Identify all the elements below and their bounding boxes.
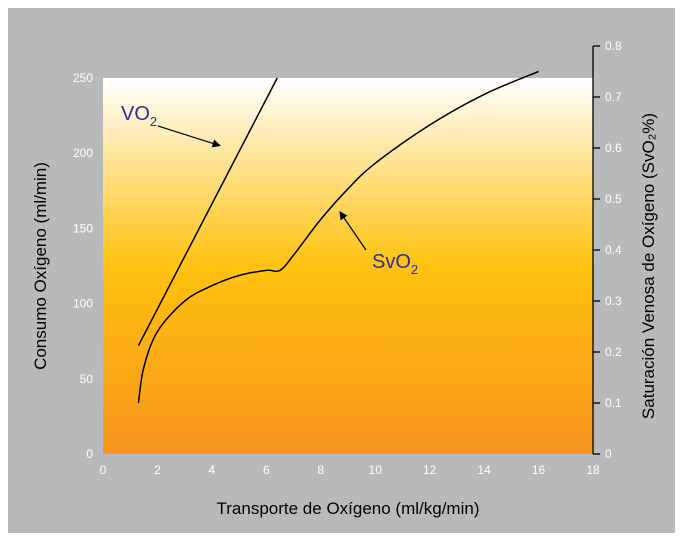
y-left-axis-ticks: 0 50 100 150 200 250 — [73, 71, 93, 461]
x-tick-label: 16 — [532, 463, 546, 477]
y-left-axis-label: Consumo Oxígeno (ml/min) — [31, 162, 50, 370]
y-right-axis-label: Saturación Venosa de Oxígeno (SvO₂%) — [639, 113, 658, 419]
series-line-vo2 — [137, 77, 278, 347]
y-left-tick-label: 50 — [80, 372, 94, 386]
y-right-tick-label: 0.6 — [605, 141, 622, 155]
y-left-tick-label: 100 — [73, 297, 93, 311]
y-right-tick-label: 0.3 — [605, 294, 622, 308]
y-left-tick-label: 200 — [73, 146, 93, 160]
annotation-arrow-vo2 — [157, 125, 221, 148]
y-right-tick-label: 0.4 — [605, 243, 622, 257]
annotation-arrow-svo2 — [339, 211, 367, 251]
y-right-tick-label: 0.7 — [605, 90, 622, 104]
y-right-tick-label: 0.8 — [605, 39, 622, 53]
x-axis-label: Transporte de Oxígeno (ml/kg/min) — [217, 499, 480, 518]
y-left-tick-label: 0 — [86, 447, 93, 461]
x-tick-label: 12 — [423, 463, 437, 477]
x-tick-label: 8 — [317, 463, 324, 477]
y-right-axis: 0 0.1 0.2 0.3 0.4 0.5 0.6 0.7 0.8 — [592, 39, 622, 461]
y-left-tick-label: 250 — [73, 71, 93, 85]
x-tick-label: 4 — [209, 463, 216, 477]
x-tick-label: 14 — [477, 463, 491, 477]
series-line-svo2 — [137, 70, 539, 404]
y-right-tick-label: 0.2 — [605, 345, 622, 359]
y-left-tick-label: 150 — [73, 221, 93, 235]
x-tick-label: 2 — [154, 463, 161, 477]
x-tick-label: 18 — [586, 463, 600, 477]
plot-area — [103, 78, 593, 454]
y-right-tick-label: 0 — [605, 447, 612, 461]
series-layer — [137, 70, 539, 404]
x-tick-label: 6 — [263, 463, 270, 477]
x-tick-label: 10 — [369, 463, 383, 477]
y-right-tick-label: 0.1 — [605, 396, 622, 410]
chart-frame: 0 2 4 6 8 10 12 14 16 18 0 50 100 150 200 250 0 0.1 0.2 0… — [8, 8, 675, 533]
x-axis-ticks: 0 2 4 6 8 10 12 14 16 18 — [100, 463, 600, 477]
y-right-tick-label: 0.5 — [605, 192, 622, 206]
x-tick-label: 0 — [100, 463, 107, 477]
annotation-label-svo2: SvO2 — [372, 251, 418, 277]
